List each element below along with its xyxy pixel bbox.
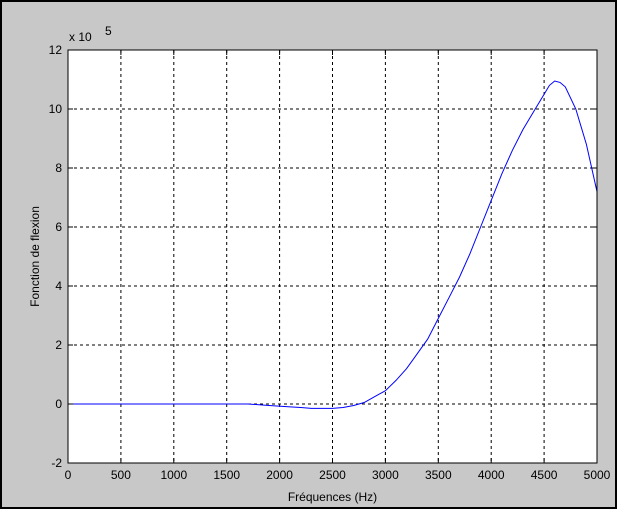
series-line-1 [68, 80, 598, 409]
y-tick-label: 6 [55, 220, 62, 234]
x-tick-label: 1500 [213, 468, 240, 482]
grid [68, 50, 597, 463]
y-axis-label: Fonction de flexion [28, 206, 42, 307]
x-tick-label: 4500 [531, 468, 558, 482]
y-tick-label: 12 [49, 43, 63, 57]
y-tick-label: 0 [55, 397, 62, 411]
x-tick-label: 2000 [266, 468, 293, 482]
x-tick-label: 5000 [584, 468, 611, 482]
x-tick-label: 4000 [478, 468, 505, 482]
y-multiplier-exponent: 5 [105, 24, 112, 38]
x-tick-label: 3000 [372, 468, 399, 482]
x-tick-label: 2500 [319, 468, 346, 482]
y-multiplier-base: x 10 [69, 30, 92, 44]
y-tick-label: -2 [51, 456, 62, 470]
x-tick-label: 0 [65, 468, 72, 482]
x-axis-label: Fréquences (Hz) [288, 490, 377, 504]
y-tick-label: 8 [55, 161, 62, 175]
y-tick-label: 4 [55, 279, 62, 293]
ticks: 0 500 1000 1500 2000 2500 3000 3500 4000 4500 5000… [49, 43, 611, 482]
x-tick-label: 1000 [160, 468, 187, 482]
x-tick-label: 500 [111, 468, 131, 482]
y-tick-label: 2 [55, 338, 62, 352]
x-tick-label: 3500 [425, 468, 452, 482]
series-layer [68, 80, 598, 409]
y-tick-label: 10 [49, 102, 63, 116]
